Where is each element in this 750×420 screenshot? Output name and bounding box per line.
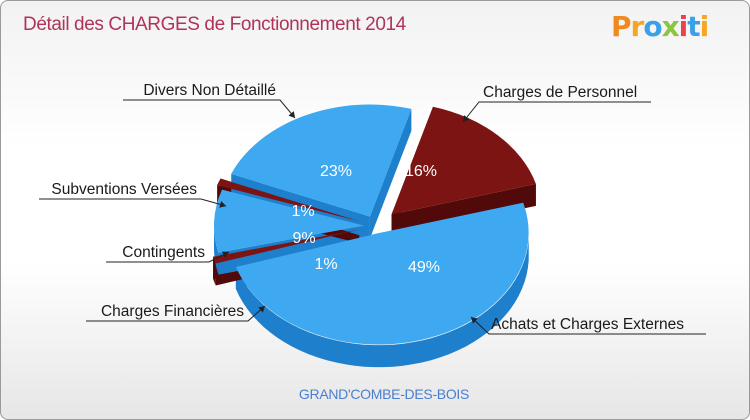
slice-percent-label: 1%: [314, 256, 337, 273]
slice-percent-label: 9%: [292, 230, 315, 247]
leader-arrow: [219, 201, 226, 208]
pie-slice: [231, 104, 412, 217]
slice-category-label: Charges de Personnel: [483, 84, 637, 101]
leader-arrow: [288, 111, 295, 118]
chart-title: Détail des CHARGES de Fonctionnement 201…: [23, 14, 406, 35]
slice-percent-label: 23%: [320, 163, 352, 180]
pie-slice: [217, 178, 360, 222]
slice-category-label: Charges Financières: [101, 303, 244, 320]
leader-line: [106, 251, 230, 263]
leader-arrow: [258, 306, 265, 313]
pie-slice: [235, 202, 529, 345]
pie-slice: [213, 229, 359, 264]
leader-arrow: [463, 115, 470, 122]
slice-category-label: Divers Non Détaillé: [143, 82, 276, 99]
leader-arrow: [222, 251, 229, 258]
slice-percent-label: 49%: [408, 259, 440, 276]
pie-slice: [391, 106, 536, 215]
slice-percent-label: 1%: [291, 203, 314, 220]
slice-category-label: Subventions Versées: [51, 181, 197, 198]
slice-category-label: Contingents: [122, 244, 205, 261]
leader-line: [462, 101, 651, 123]
pie-slice-edge: [369, 108, 412, 239]
pie-slice-side: [235, 238, 529, 368]
commune-name: GRAND'COMBE-DES-BOIS: [298, 386, 470, 402]
leader-arrow: [471, 317, 478, 324]
proxiti-logo: Proxiti: [611, 10, 709, 43]
slice-category-label: Achats et Charges Externes: [491, 316, 684, 333]
slice-percent-label: 16%: [405, 163, 437, 180]
leader-line: [39, 198, 227, 207]
leader-line: [86, 305, 266, 322]
pie-slice: [214, 189, 365, 253]
svg-text:Proxiti: Proxiti: [611, 10, 708, 43]
leader-line: [123, 99, 296, 119]
leader-line: [470, 316, 706, 335]
